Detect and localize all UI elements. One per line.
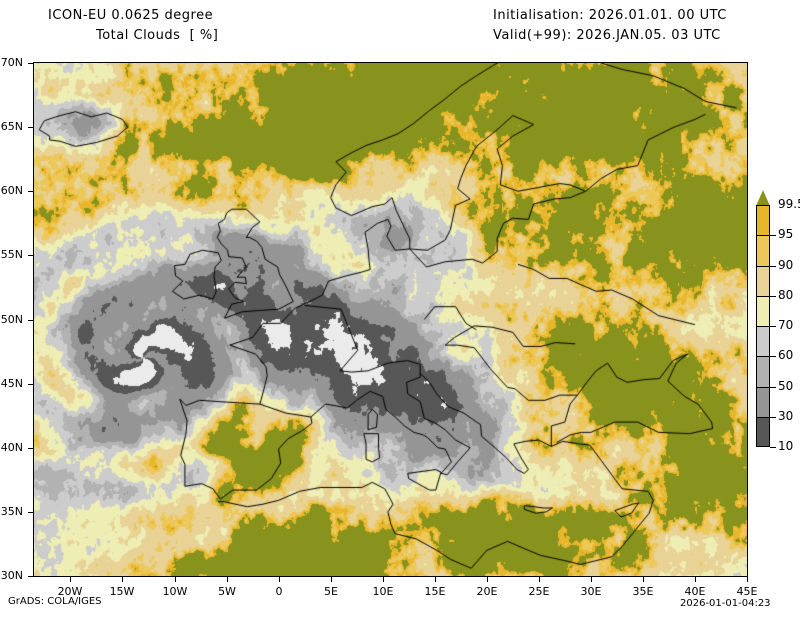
colorbar-band-80 [756, 265, 770, 296]
grads-credit: GrADS: COLA/IGES [8, 596, 102, 607]
colorbar-band-30 [756, 386, 770, 417]
lon-label: 20E [476, 585, 498, 598]
map-plot-area [33, 62, 748, 577]
lon-label: 0 [275, 585, 283, 598]
colorbar-band-60 [756, 326, 770, 357]
colorbar-tick [770, 387, 776, 388]
render-timestamp: 2026-01-01-04:23 [680, 598, 771, 609]
lat-tick [28, 576, 33, 577]
lon-label: 40E [684, 585, 706, 598]
lon-tick [591, 577, 592, 582]
lon-label: 5E [324, 585, 338, 598]
colorbar-label: 95 [778, 227, 794, 241]
lon-label: 10W [162, 585, 188, 598]
lon-tick [227, 577, 228, 582]
lon-tick [122, 577, 123, 582]
initialisation-time: Initialisation: 2026.01.01. 00 UTC [493, 8, 727, 23]
lat-label: 65N [0, 120, 23, 133]
colorbar-label: 30 [778, 409, 794, 423]
colorbar-band-50 [756, 356, 770, 387]
model-title: ICON-EU 0.0625 degree [48, 8, 214, 23]
lat-tick [28, 127, 33, 128]
lat-label: 70N [0, 56, 23, 69]
lon-tick [695, 577, 696, 582]
lat-tick [28, 384, 33, 385]
lat-tick [28, 255, 33, 256]
lon-tick [643, 577, 644, 582]
colorbar-label: 80 [778, 288, 794, 302]
lon-tick [279, 577, 280, 582]
colorbar-label: 60 [778, 348, 794, 362]
lon-label: 20W [57, 585, 83, 598]
colorbar-label: 10 [778, 439, 794, 453]
cloud-cover-raster [34, 63, 747, 576]
lat-label: 55N [0, 248, 23, 261]
colorbar-band-10 [756, 416, 770, 447]
lat-label: 30N [0, 569, 23, 582]
field-title: Total Clouds [ %] [96, 28, 219, 43]
lat-label: 40N [0, 441, 23, 454]
lon-tick [175, 577, 176, 582]
lon-label: 35E [632, 585, 654, 598]
lon-label: 30E [580, 585, 602, 598]
colorbar-tick [770, 326, 776, 327]
lat-label: 60N [0, 184, 23, 197]
colorbar-tick [770, 266, 776, 267]
lat-tick [28, 191, 33, 192]
lon-label: 10E [372, 585, 394, 598]
colorbar-label: 70 [778, 318, 794, 332]
colorbar-over-arrow [756, 190, 770, 206]
colorbar-tick [770, 296, 776, 297]
lon-tick [383, 577, 384, 582]
colorbar-label: 99.5 [778, 197, 800, 211]
lon-tick [331, 577, 332, 582]
colorbar-band-90 [756, 235, 770, 266]
lat-tick [28, 63, 33, 64]
colorbar-label: 50 [778, 379, 794, 393]
lon-tick [435, 577, 436, 582]
colorbar-tick [770, 356, 776, 357]
lat-tick [28, 448, 33, 449]
colorbar-band-95 [756, 205, 770, 236]
valid-time: Valid(+99): 2026.JAN.05. 03 UTC [493, 28, 721, 43]
lon-tick [487, 577, 488, 582]
lon-label: 15E [424, 585, 446, 598]
colorbar [756, 205, 770, 447]
lat-label: 35N [0, 505, 23, 518]
lon-tick [747, 577, 748, 582]
lon-label: 15W [109, 585, 135, 598]
lon-label: 25E [528, 585, 550, 598]
lat-label: 50N [0, 313, 23, 326]
colorbar-tick [770, 447, 776, 448]
lon-label: 45E [736, 585, 758, 598]
colorbar-label: 90 [778, 258, 794, 272]
lat-label: 45N [0, 377, 23, 390]
lon-tick [70, 577, 71, 582]
colorbar-tick [770, 235, 776, 236]
lon-tick [539, 577, 540, 582]
lat-tick [28, 320, 33, 321]
lon-label: 5W [218, 585, 236, 598]
lat-tick [28, 512, 33, 513]
colorbar-band-70 [756, 295, 770, 326]
colorbar-tick [770, 417, 776, 418]
